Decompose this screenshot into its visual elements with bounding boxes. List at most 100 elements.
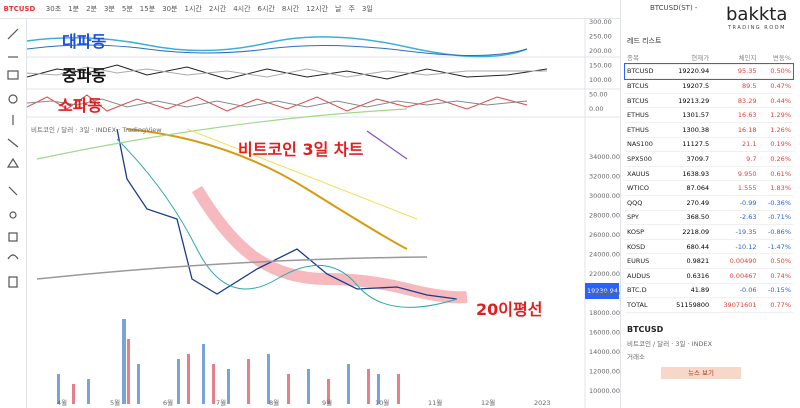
cell: 3709.7: [663, 151, 712, 167]
price-axis-label: 12000.00: [589, 368, 620, 376]
cell: -0.71%: [758, 210, 793, 226]
ticker: QQQ: [625, 195, 664, 211]
interval[interactable]: 3분: [103, 5, 115, 13]
x-axis-label: 5월: [110, 398, 120, 407]
interval[interactable]: 12시간: [306, 5, 329, 13]
watchlist-row[interactable]: ETHUS 1300.38 16.18 1.26%: [625, 122, 793, 138]
watchlist-row[interactable]: TOTAL 51159800 39071601 0.77%: [625, 297, 793, 313]
watchlist-row[interactable]: XAUUS 1638.93 9.950 0.61%: [625, 166, 793, 182]
interval[interactable]: 날: [335, 5, 342, 13]
interval[interactable]: 5분: [121, 5, 133, 13]
interval[interactable]: 1분: [68, 5, 80, 13]
cell: 16.63: [711, 107, 759, 123]
osc-axis-label: 200.00: [589, 47, 612, 55]
price-axis-label: 30000.00: [589, 192, 620, 200]
ticker: EURUS: [625, 253, 664, 269]
watchlist-row[interactable]: NAS100 11127.5 21.1 0.19%: [625, 137, 793, 153]
ticker: WTICO: [625, 180, 664, 196]
news-button[interactable]: 뉴스 보기: [661, 366, 741, 379]
osc-axis-label: 50.00: [589, 91, 608, 99]
watchlist-row[interactable]: SPX500 3709.7 9.7 0.26%: [625, 151, 793, 167]
brand: bakkta: [726, 4, 788, 25]
cell: 1.555: [711, 180, 759, 196]
cell: 0.50%: [758, 64, 793, 80]
cell: 0.50%: [758, 253, 793, 269]
watchlist-row[interactable]: KOSD 680.44 -10.12 -1.47%: [625, 239, 793, 255]
interval[interactable]: 2시간: [208, 5, 227, 13]
column-header: 변동%: [758, 50, 793, 65]
watchlist-row[interactable]: QQQ 270.49 -0.99 -0.36%: [625, 195, 793, 211]
price-axis-label: 32000.00: [589, 173, 620, 181]
cell: 0.00490: [711, 253, 759, 269]
ticker: TOTAL: [625, 297, 664, 313]
ticker: SPY: [625, 210, 664, 226]
cell: 0.74%: [758, 268, 793, 284]
cell: 0.6316: [663, 268, 712, 284]
annotation: 비트코인 3일 차트: [238, 140, 364, 159]
watchlist-row[interactable]: KOSP 2218.09 -19.35 -0.86%: [625, 224, 793, 240]
cell: 95.35: [711, 64, 759, 80]
watchlist-row[interactable]: SPY 368.50 -2.63 -0.71%: [625, 210, 793, 226]
interval[interactable]: 30분: [162, 5, 178, 13]
symbol[interactable]: BTCUSD: [3, 5, 36, 13]
cell: 0.77%: [758, 297, 793, 313]
interval[interactable]: 15분: [139, 5, 156, 13]
right-symbol[interactable]: BTCUSD(ST) -: [650, 4, 698, 12]
x-axis-label: 9월: [322, 398, 332, 407]
watchlist-row[interactable]: EURUS 0.9821 0.00490 0.50%: [625, 253, 793, 269]
price-axis-label: 24000.00: [589, 251, 620, 259]
cell: 1638.93: [663, 166, 712, 182]
ticker: ETHUS: [625, 107, 664, 123]
watchlist-row[interactable]: WTICO 87.064 1.555 1.83%: [625, 180, 793, 196]
interval[interactable]: 8시간: [281, 5, 300, 13]
x-axis-label: 8월: [269, 398, 279, 407]
watchlist-row[interactable]: BTCUSD 19220.94 95.35 0.50%: [624, 63, 794, 80]
cell: 680.44: [663, 239, 712, 255]
annotation: 대파동: [62, 32, 107, 51]
x-axis-label: 11월: [428, 398, 442, 407]
osc-axis-label: 150.00: [589, 62, 612, 70]
cell: 9.950: [711, 166, 759, 182]
cell: -10.12: [711, 239, 759, 255]
x-axis-label: 2023: [534, 399, 551, 407]
x-axis-label: 6월: [163, 398, 173, 407]
interval[interactable]: 3일: [361, 5, 373, 13]
ticker: BTCUS: [625, 78, 664, 94]
price-axis-label: 18000.00: [589, 309, 620, 317]
watchlist-row[interactable]: BTC.D 41.89 -0.06 -0.15%: [625, 283, 793, 299]
watchlist-title: 레드 리스트: [627, 37, 662, 45]
interval[interactable]: 30초: [45, 5, 62, 13]
cell: 11127.5: [663, 137, 712, 153]
interval[interactable]: 2분: [86, 5, 97, 13]
cell: 0.00467: [711, 268, 759, 284]
watchlist-row[interactable]: BTCUS 19207.5 89.5 0.47%: [625, 78, 793, 94]
ticker: SPX500: [625, 151, 664, 167]
interval[interactable]: 주: [348, 5, 355, 13]
x-axis-label: 10월: [375, 398, 389, 407]
cell: 368.50: [663, 210, 712, 226]
watchlist-row[interactable]: BTCUS 19213.29 83.29 0.44%: [625, 93, 793, 109]
interval[interactable]: 4시간: [233, 5, 251, 13]
watchlist-row[interactable]: ETHUS 1301.57 16.63 1.29%: [625, 107, 793, 123]
cell: -0.86%: [758, 224, 793, 240]
cell: 39071601: [711, 297, 759, 313]
x-axis-label: 4월: [57, 398, 67, 407]
x-axis-label: 7월: [216, 398, 226, 407]
cell: -2.63: [711, 210, 759, 226]
side-panel: 레드 리스트 종목 현재가 체인지 변동% BTCUSD 19220.94 95.35 0.5…: [620, 0, 800, 408]
cell: 270.49: [663, 195, 712, 211]
osc-axis-label: 0.00: [589, 105, 603, 113]
interval[interactable]: 6시간: [257, 5, 275, 13]
price-axis-label: 26000.00: [589, 231, 620, 239]
column-header: 체인지: [711, 50, 759, 65]
cell: 41.89: [663, 283, 712, 299]
cell: 16.18: [711, 122, 759, 138]
price-axis-label: 16000.00: [589, 329, 620, 337]
column-header: 현재가: [663, 50, 712, 65]
last-price: 19230.94: [587, 287, 618, 295]
cell: 21.1: [711, 137, 759, 153]
watchlist-row[interactable]: AUDUS 0.6316 0.00467 0.74%: [625, 268, 793, 284]
interval[interactable]: 1시간: [184, 5, 202, 13]
price-axis-label: 34000.00: [589, 153, 620, 161]
